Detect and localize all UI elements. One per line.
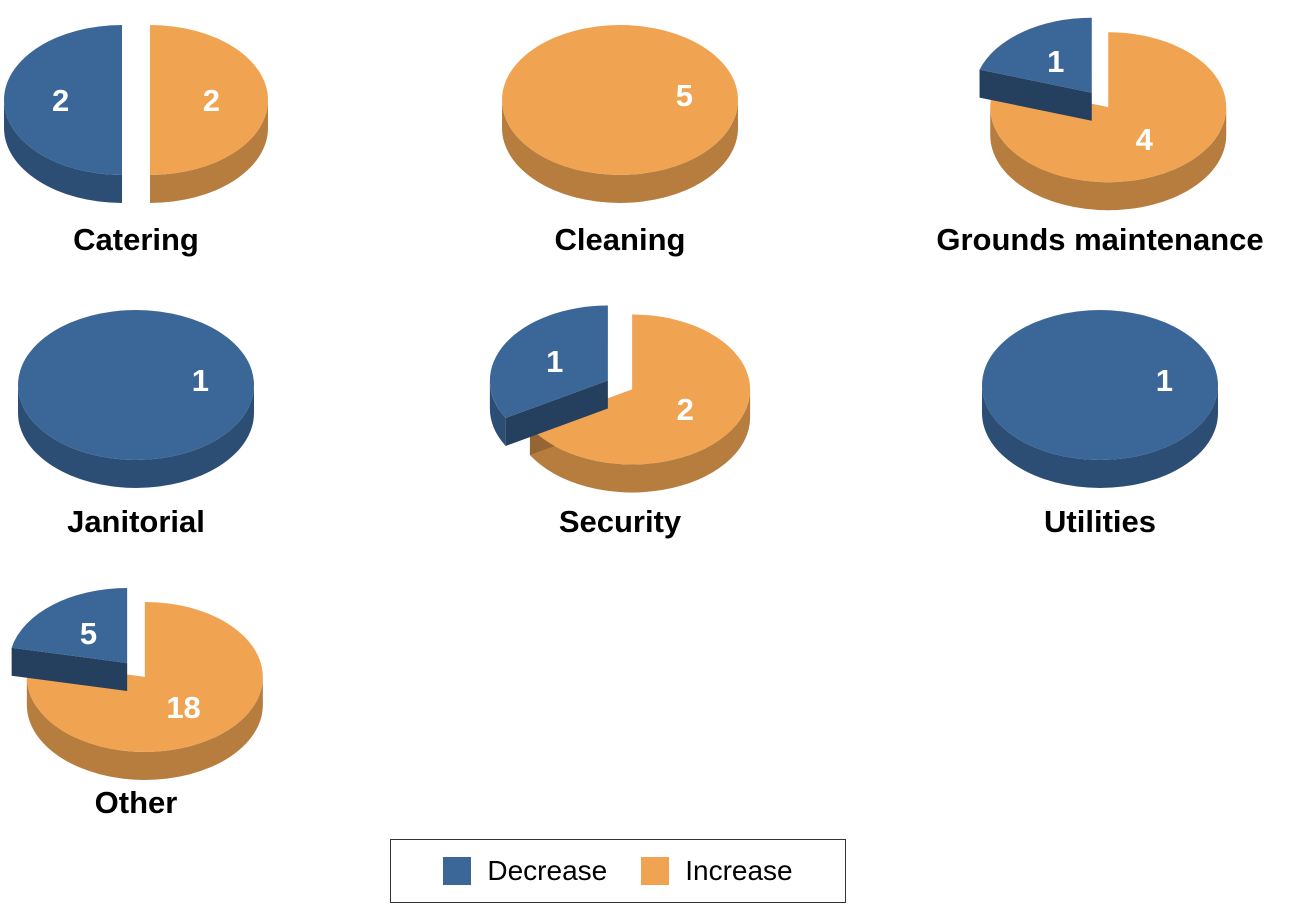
pie-janitorial: 1 Janitorial — [18, 310, 254, 539]
data-label-utilities-decrease: 1 — [1156, 363, 1173, 398]
legend-swatch-decrease — [443, 857, 472, 885]
slice-wall-decrease — [18, 385, 254, 488]
pie-title-cleaning: Cleaning — [555, 222, 686, 257]
slice-cut-decrease-0 — [505, 380, 608, 447]
slice-security-increase — [529, 314, 751, 465]
data-label-catering-decrease: 2 — [52, 83, 69, 118]
data-label-security-increase: 2 — [677, 392, 694, 427]
pie-title-grounds-maintenance: Grounds maintenance — [936, 222, 1263, 257]
legend-label-decrease: Decrease — [487, 855, 608, 886]
slice-cleaning-increase — [502, 25, 738, 175]
pie-title-security: Security — [559, 504, 682, 539]
slice-wall-increase — [150, 100, 268, 203]
slice-other-increase — [26, 601, 263, 752]
pie-title-janitorial: Janitorial — [67, 504, 205, 539]
pie-other: 18 5 Other — [11, 588, 263, 820]
pie-utilities: 1 Utilities — [982, 310, 1218, 539]
slice-other-decrease — [11, 588, 128, 664]
slice-wall-increase — [990, 107, 1227, 211]
data-label-other-decrease: 5 — [80, 616, 97, 651]
slice-wall-decrease — [489, 380, 506, 447]
legend-item-decrease: Decrease — [443, 855, 607, 887]
data-label-grounds-maintenance-increase: 4 — [1136, 122, 1154, 157]
slice-wall-decrease — [4, 100, 122, 203]
data-label-security-decrease: 1 — [546, 344, 563, 379]
legend-item-increase: Increase — [641, 855, 793, 887]
data-label-other-increase: 18 — [166, 690, 200, 725]
pie-security: 2 1 Security — [489, 305, 751, 539]
slice-catering-decrease — [4, 25, 122, 175]
slice-security-decrease — [489, 305, 608, 419]
legend-label-increase: Increase — [685, 855, 793, 886]
data-label-grounds-maintenance-decrease: 1 — [1047, 44, 1064, 79]
slice-cut-decrease-0 — [979, 69, 1092, 121]
data-label-janitorial-decrease: 1 — [192, 363, 209, 398]
pie-title-other: Other — [95, 785, 178, 820]
slice-grounds-maintenance-increase — [990, 32, 1227, 183]
pie-cleaning: 5 Cleaning — [502, 25, 738, 257]
pie-catering: 2 2 Catering — [4, 25, 268, 257]
data-label-cleaning-increase: 5 — [676, 78, 693, 113]
pie-title-utilities: Utilities — [1044, 504, 1156, 539]
slice-wall-increase — [502, 100, 738, 203]
slice-wall-decrease — [982, 385, 1218, 488]
slice-janitorial-decrease — [18, 310, 254, 460]
slice-catering-increase — [150, 25, 268, 175]
slice-grounds-maintenance-decrease — [979, 17, 1092, 93]
slice-wall-increase — [26, 676, 263, 780]
legend-swatch-increase — [641, 857, 670, 885]
pie-grounds-maintenance: 4 1 Grounds maintenance — [936, 17, 1264, 257]
pie-title-catering: Catering — [73, 222, 199, 257]
data-label-catering-increase: 2 — [203, 83, 220, 118]
slice-wall-increase — [529, 389, 751, 493]
slice-utilities-decrease — [982, 310, 1218, 460]
legend: Decrease Increase — [390, 839, 846, 903]
slice-cut-decrease-0 — [11, 647, 128, 692]
